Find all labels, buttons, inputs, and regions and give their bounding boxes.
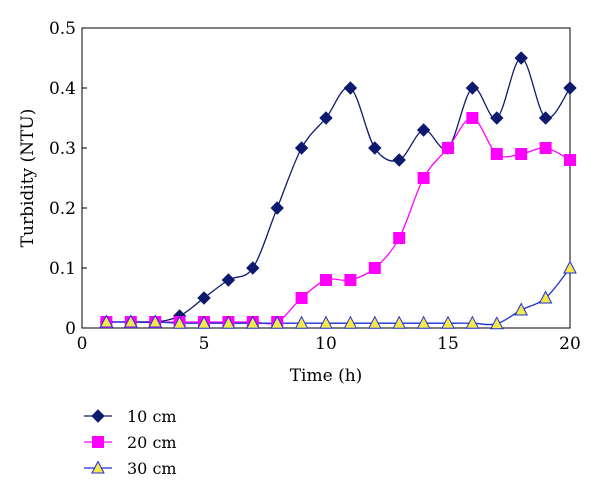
data-point-series-3: [538, 290, 553, 304]
data-point-series-2: [442, 142, 454, 154]
data-point-series-1: [368, 141, 382, 155]
legend-marker-1: [91, 409, 105, 423]
data-point-series-3: [294, 315, 309, 329]
y-tick-label: 0.1: [49, 259, 76, 279]
series-line-1: [106, 57, 571, 324]
data-point-series-2: [466, 112, 479, 124]
legend-label: 10 cm: [127, 407, 177, 426]
data-point-series-2: [320, 274, 332, 286]
data-point-series-3: [367, 315, 382, 329]
legend-marker-3: [91, 460, 105, 474]
y-tick-label: 0.4: [49, 79, 76, 99]
data-point-series-1: [514, 51, 528, 65]
data-point-series-3: [270, 315, 285, 329]
data-point-series-1: [319, 111, 333, 125]
data-point-series-3: [172, 315, 187, 329]
legend-label: 20 cm: [127, 433, 177, 452]
data-point-series-1: [538, 111, 553, 125]
data-point-series-2: [490, 148, 503, 160]
data-point-series-1: [343, 81, 358, 95]
data-point-series-3: [416, 315, 431, 329]
data-point-series-1: [197, 291, 211, 305]
y-tick-label: 0.5: [49, 19, 76, 39]
data-point-series-3: [392, 315, 407, 329]
data-point-series-3: [245, 315, 260, 329]
data-point-series-3: [123, 314, 138, 328]
data-point-series-2: [539, 142, 552, 154]
data-point-series-3: [343, 315, 358, 329]
x-tick-label: 5: [199, 334, 210, 354]
data-point-series-2: [417, 172, 430, 184]
y-tick-label: 0.3: [49, 139, 76, 159]
data-point-series-3: [221, 315, 236, 329]
x-tick-label: 20: [559, 334, 581, 354]
data-point-series-1: [563, 81, 577, 95]
data-point-series-2: [515, 148, 528, 160]
data-point-series-2: [393, 232, 406, 244]
data-point-series-1: [392, 153, 406, 167]
y-axis-label: Turbidity (NTU): [18, 109, 38, 248]
legend: 10 cm 20 cm 30 cm: [84, 407, 177, 478]
data-point-series-3: [514, 302, 529, 316]
data-point-series-1: [221, 273, 236, 287]
data-point-series-1: [416, 123, 431, 137]
data-point-series-2: [564, 154, 576, 166]
x-tick-label: 15: [437, 334, 459, 354]
data-point-series-3: [441, 315, 455, 329]
data-point-series-1: [270, 201, 284, 215]
data-point-series-3: [99, 314, 114, 328]
legend-marker-2: [92, 436, 104, 448]
data-point-series-1: [465, 81, 480, 95]
x-tick-label: 0: [77, 334, 88, 354]
data-point-series-3: [465, 315, 480, 329]
data-point-series-3: [489, 316, 504, 330]
y-tick-label: 0: [65, 319, 76, 339]
data-point-series-2: [295, 292, 308, 304]
y-tick-label: 0.2: [49, 199, 76, 219]
data-point-series-3: [148, 314, 163, 328]
data-point-series-1: [294, 141, 309, 155]
data-point-series-1: [490, 111, 504, 125]
data-point-series-2: [368, 262, 381, 274]
data-point-series-3: [319, 315, 333, 329]
data-point-series-1: [246, 261, 260, 275]
legend-label: 30 cm: [127, 459, 177, 478]
x-axis-label: Time (h): [290, 366, 363, 386]
data-point-series-2: [344, 274, 357, 286]
x-tick-label: 10: [315, 334, 337, 354]
data-point-series-3: [563, 260, 577, 274]
data-point-series-3: [197, 315, 211, 329]
